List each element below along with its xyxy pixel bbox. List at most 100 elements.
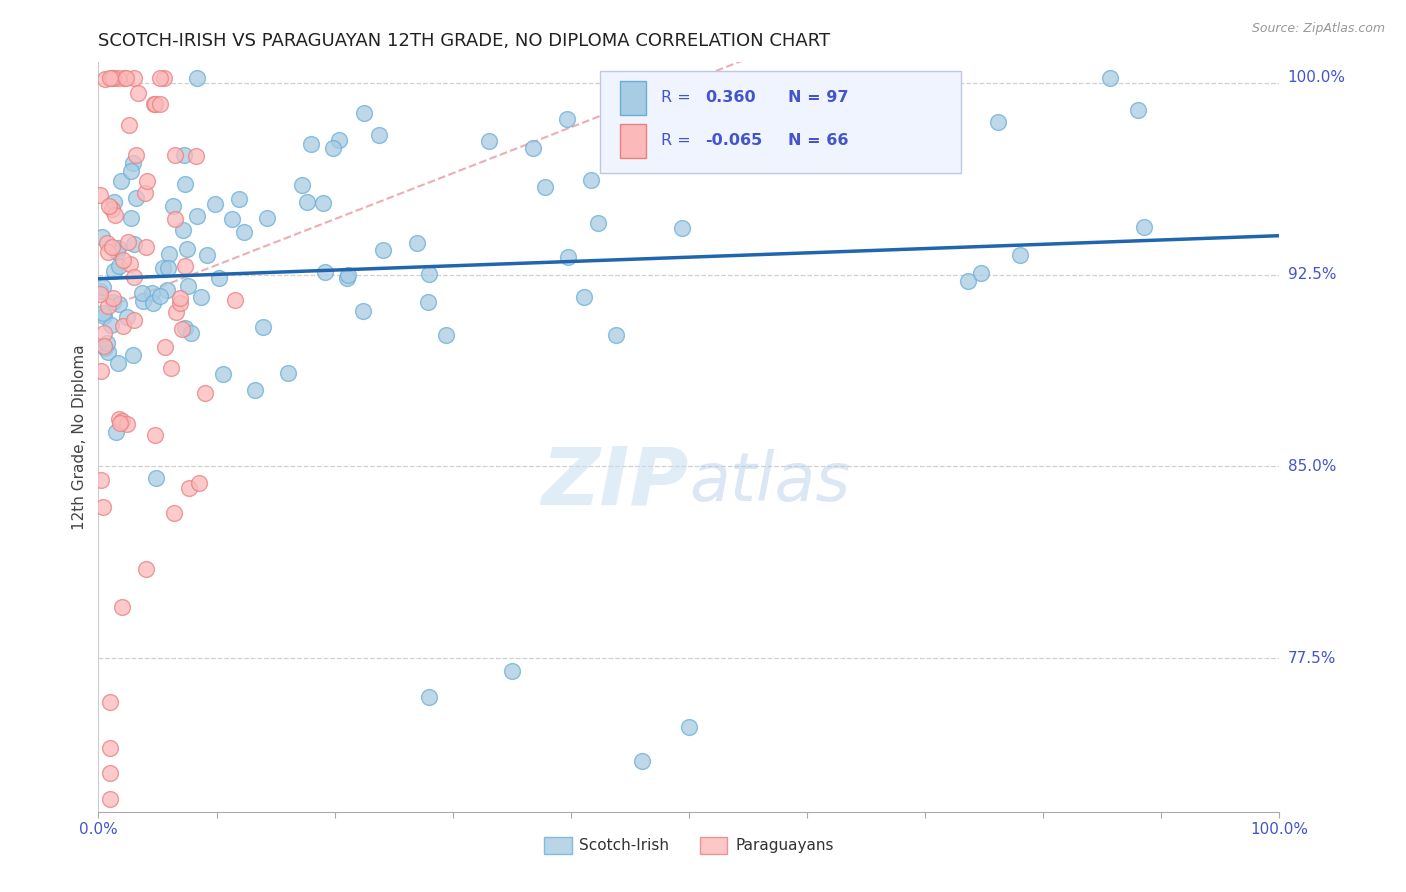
Point bbox=[135, 240, 157, 254]
Point bbox=[630, 754, 652, 768]
Point bbox=[93, 309, 115, 323]
Point bbox=[170, 322, 193, 336]
Point bbox=[98, 70, 121, 85]
Point bbox=[143, 96, 166, 111]
Point bbox=[90, 364, 112, 378]
Text: 0.360: 0.360 bbox=[706, 90, 756, 105]
Point bbox=[120, 211, 142, 226]
Point bbox=[312, 196, 335, 211]
Point bbox=[98, 792, 121, 806]
Point bbox=[418, 267, 440, 281]
Point bbox=[163, 212, 186, 227]
Text: R =: R = bbox=[661, 133, 696, 148]
Point bbox=[142, 296, 165, 310]
Point bbox=[101, 70, 124, 85]
Point bbox=[165, 305, 187, 319]
Point bbox=[105, 245, 128, 260]
Point bbox=[122, 70, 145, 85]
Point bbox=[97, 244, 120, 259]
Point bbox=[149, 289, 172, 303]
Point bbox=[195, 248, 218, 262]
Point bbox=[256, 211, 278, 225]
Point bbox=[97, 198, 120, 212]
Point bbox=[143, 428, 166, 442]
Text: 0.0%: 0.0% bbox=[79, 822, 118, 837]
Point bbox=[107, 356, 129, 370]
Point bbox=[121, 156, 143, 170]
Point bbox=[353, 303, 375, 318]
Point bbox=[1133, 219, 1156, 234]
Point bbox=[101, 295, 124, 310]
Point bbox=[322, 141, 344, 155]
Point bbox=[174, 320, 197, 334]
Point bbox=[157, 246, 180, 260]
Point bbox=[96, 235, 118, 250]
Point bbox=[478, 134, 501, 148]
Point bbox=[108, 260, 131, 274]
Point bbox=[328, 133, 350, 147]
Text: N = 66: N = 66 bbox=[789, 133, 849, 148]
Point bbox=[149, 70, 172, 85]
Point bbox=[96, 299, 118, 313]
Point bbox=[671, 220, 693, 235]
Point bbox=[678, 720, 700, 734]
Point bbox=[120, 257, 142, 271]
Point bbox=[125, 148, 148, 162]
Point bbox=[163, 148, 186, 162]
Point bbox=[173, 177, 195, 191]
Point bbox=[173, 259, 195, 273]
Text: 100.0%: 100.0% bbox=[1250, 822, 1309, 837]
Point bbox=[152, 260, 174, 275]
Point bbox=[186, 149, 208, 163]
Text: 77.5%: 77.5% bbox=[1288, 651, 1336, 665]
Point bbox=[605, 328, 627, 343]
Point bbox=[371, 244, 394, 258]
Point bbox=[299, 136, 322, 151]
Point bbox=[534, 180, 557, 194]
Point bbox=[163, 506, 186, 520]
Point bbox=[98, 695, 121, 709]
Point bbox=[579, 173, 602, 187]
Text: -0.065: -0.065 bbox=[706, 133, 762, 148]
Point bbox=[115, 70, 138, 85]
Point bbox=[337, 268, 360, 282]
Point bbox=[314, 265, 336, 279]
Point bbox=[501, 664, 523, 678]
Point bbox=[117, 235, 139, 250]
Text: R =: R = bbox=[661, 90, 696, 105]
Point bbox=[97, 344, 120, 359]
Point bbox=[180, 326, 202, 341]
Point bbox=[112, 252, 135, 267]
Point bbox=[122, 269, 145, 284]
Point bbox=[211, 367, 233, 381]
Point bbox=[104, 208, 127, 222]
Point bbox=[557, 112, 579, 127]
Text: Source: ZipAtlas.com: Source: ZipAtlas.com bbox=[1251, 22, 1385, 36]
Point bbox=[186, 209, 208, 223]
Point bbox=[169, 291, 191, 305]
Point bbox=[112, 318, 135, 333]
Y-axis label: 12th Grade, No Diploma: 12th Grade, No Diploma bbox=[72, 344, 87, 530]
Legend: Scotch-Irish, Paraguayans: Scotch-Irish, Paraguayans bbox=[538, 830, 839, 860]
Point bbox=[145, 471, 167, 485]
Point bbox=[208, 271, 231, 285]
FancyBboxPatch shape bbox=[600, 71, 960, 172]
Point bbox=[336, 271, 359, 285]
Point bbox=[179, 481, 201, 495]
Point bbox=[124, 191, 146, 205]
Point bbox=[112, 70, 135, 85]
FancyBboxPatch shape bbox=[620, 124, 647, 158]
FancyBboxPatch shape bbox=[620, 81, 647, 114]
Point bbox=[956, 275, 979, 289]
Point bbox=[162, 199, 184, 213]
Point bbox=[190, 290, 212, 304]
Point bbox=[153, 340, 176, 354]
Point bbox=[176, 242, 198, 256]
Point bbox=[98, 766, 121, 780]
Point bbox=[101, 70, 124, 85]
Point bbox=[91, 500, 114, 514]
Point bbox=[101, 202, 124, 216]
Point bbox=[153, 70, 176, 85]
Point bbox=[987, 115, 1010, 129]
Point bbox=[93, 326, 115, 340]
